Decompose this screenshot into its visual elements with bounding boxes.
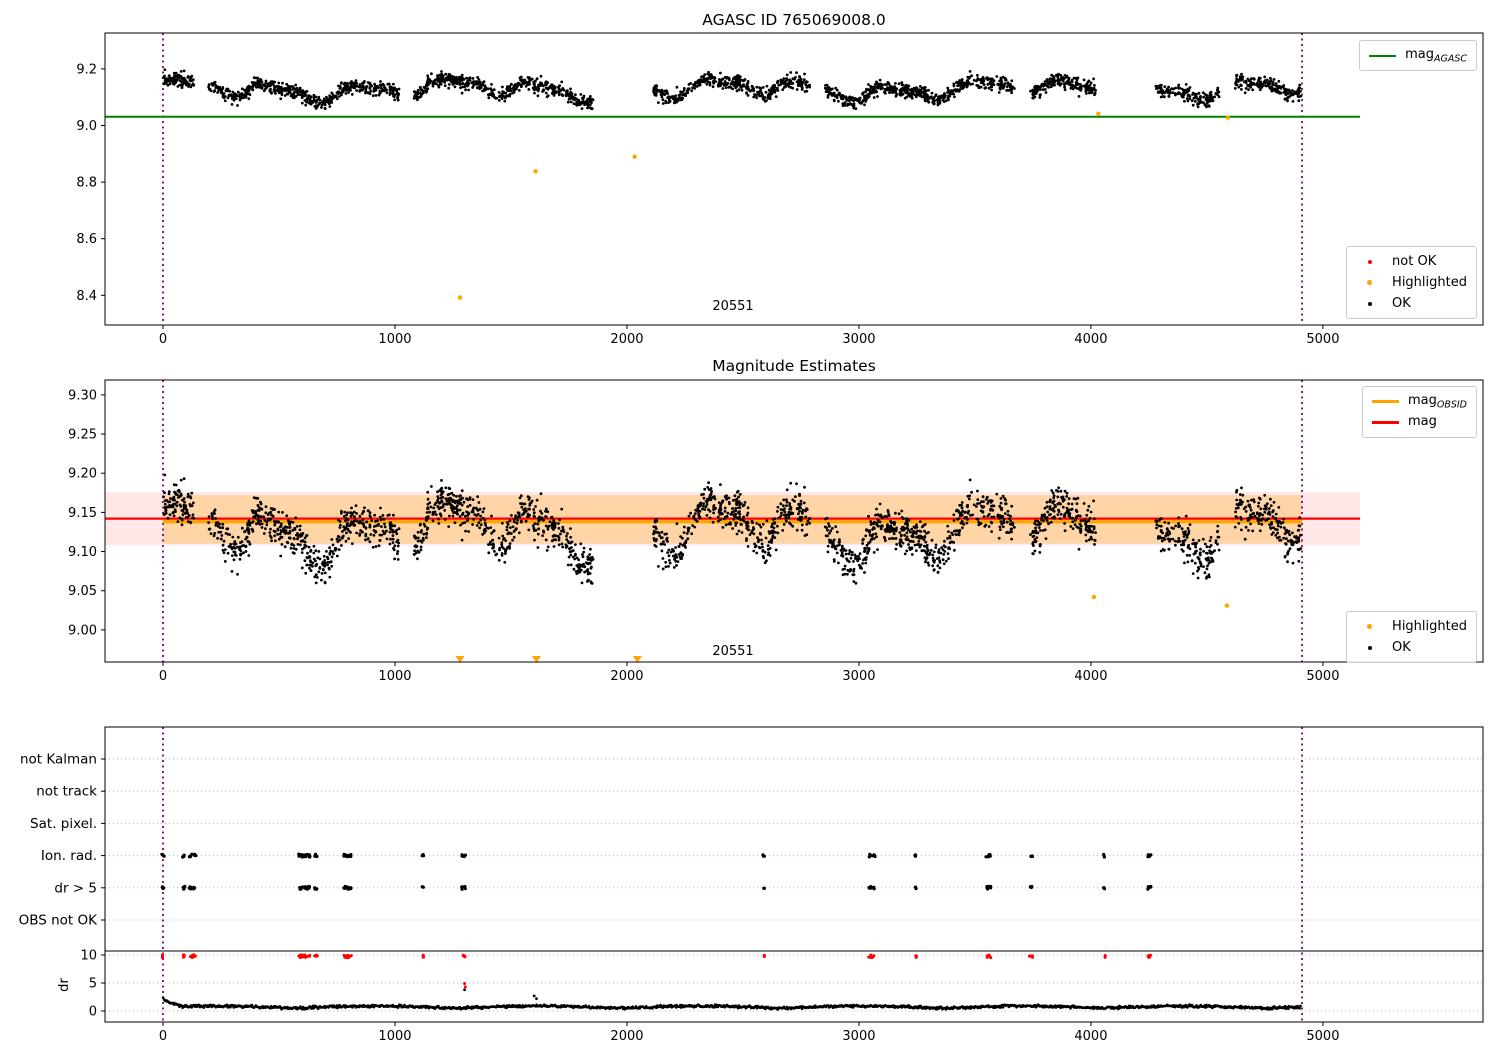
svg-text:8.6: 8.6 [76,232,97,247]
legend-item-mag-obsid: magOBSID [1371,391,1467,412]
plot2-legend-lines: magOBSID mag [1361,386,1477,438]
svg-text:9.2: 9.2 [76,62,97,77]
ok-dot-icon [1356,640,1383,655]
mag-agasc-label: magAGASC [1405,46,1467,65]
not-ok-dot-icon [1356,254,1383,269]
svg-text:5000: 5000 [1306,332,1339,347]
svg-text:1000: 1000 [378,332,411,347]
legend-item-ok: OK [1356,293,1467,314]
plot2-legend-points: Highlighted OK [1346,611,1477,663]
plot1-legend-magline: magAGASC [1359,40,1477,71]
dr-not-ok-points [160,953,1153,989]
plot2-title: Magnitude Estimates [712,357,876,375]
dr-trace [161,988,1302,1011]
flag-points [160,852,1153,891]
highlighted-dot-icon [1356,275,1383,290]
plot1-highlighted-points [457,111,1231,300]
svg-text:4000: 4000 [1074,332,1107,347]
plot2-obsid-annotation: 20551 [712,644,754,659]
svg-text:8.4: 8.4 [76,289,97,304]
highlighted-dot-icon [1356,619,1383,634]
plot2-ok-points [162,473,1303,585]
legend-item-highlighted2: Highlighted [1356,616,1467,637]
mag-agasc-line-swatch [1369,54,1397,57]
legend-item-mag: mag [1371,412,1467,433]
plot1-ok-points [162,68,1303,111]
dr-axis-label: dr [57,978,72,992]
svg-text:9.0: 9.0 [76,119,97,134]
plot1-title: AGASC ID 765069008.0 [702,11,886,29]
plot1-legend-points: not OK Highlighted OK [1346,246,1477,319]
legend-item-ok2: OK [1356,637,1467,658]
axes-frame [104,32,1484,326]
mag-obsid-line-swatch [1371,399,1399,404]
svg-text:2000: 2000 [610,332,643,347]
svg-text:0: 0 [159,332,167,347]
plot2-highlighted-points [455,594,1230,663]
axes-frame [104,379,1484,663]
legend-item-not-ok: not OK [1356,251,1467,272]
ok-dot-icon [1356,296,1383,311]
legend-item-highlighted: Highlighted [1356,272,1467,293]
plot1-obsid-annotation: 20551 [712,299,754,314]
svg-text:8.8: 8.8 [76,176,97,191]
svg-text:3000: 3000 [842,332,875,347]
axes-frame [104,726,1484,1023]
mag-line-swatch [1371,421,1399,424]
